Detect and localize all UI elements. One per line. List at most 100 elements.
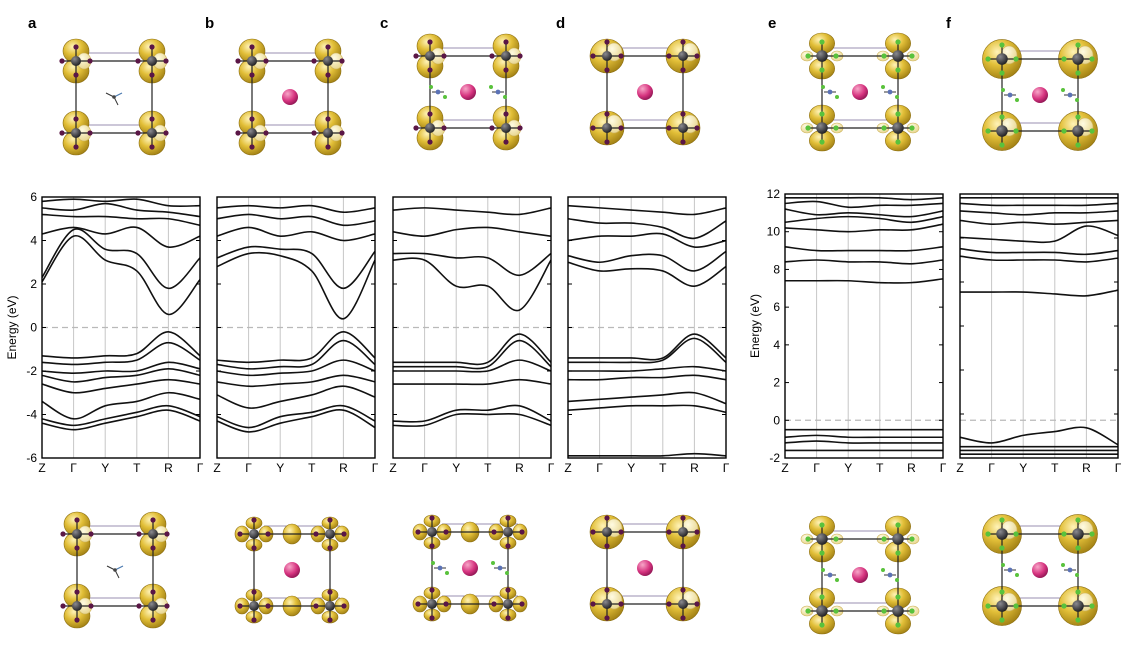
band-line-b-2: [217, 404, 375, 429]
y-tick-label: 2: [773, 376, 780, 390]
kpoint-label: Γ: [245, 461, 252, 475]
y-tick-label: -2: [26, 364, 37, 378]
band-line-a-2: [42, 404, 200, 427]
y-tick-label: 0: [30, 321, 37, 335]
kpoint-label: R: [515, 461, 524, 475]
band-line-a-7: [42, 341, 200, 366]
y-tick-label: 2: [30, 277, 37, 291]
band-line-d-8: [568, 261, 726, 287]
kpoint-label: Y: [452, 461, 460, 475]
kpoint-label: Γ: [372, 461, 379, 475]
band-line-e-12: [785, 196, 943, 201]
band-line-e-6: [785, 259, 943, 265]
orbital-isosurface-top-e: [800, 32, 920, 152]
band-line-b-8: [217, 251, 375, 320]
band-line-e-11: [785, 200, 943, 209]
band-line-d-12: [568, 204, 726, 216]
band-line-c-2: [393, 404, 551, 423]
band-line-d-9: [568, 250, 726, 272]
y-tick-label: 8: [773, 262, 780, 276]
band-line-c-9: [393, 226, 551, 237]
band-line-f-11: [960, 202, 1118, 207]
band-line-d-5: [568, 365, 726, 372]
band-line-f-4: [960, 426, 1118, 446]
kpoint-label: Z: [38, 461, 45, 475]
band-line-a-1: [42, 409, 200, 431]
band-line-b-4: [217, 374, 375, 388]
band-line-f-9: [960, 219, 1118, 225]
kpoint-label: T: [1051, 461, 1059, 475]
orbital-isosurface-top-f: [982, 39, 1098, 151]
kpoint-label: Z: [389, 461, 396, 475]
orbital-isosurface-bottom-f: [982, 514, 1098, 626]
band-line-e-9: [785, 215, 943, 224]
orbital-isosurface-bottom-d: [589, 514, 701, 622]
band-line-a-8: [42, 331, 200, 359]
band-line-a-5: [42, 368, 200, 383]
kpoint-label: R: [164, 461, 173, 475]
band-line-f-10: [960, 210, 1118, 216]
kpoint-label: Y: [1019, 461, 1027, 475]
band-line-e-5: [785, 278, 943, 284]
kpoint-label: Γ: [940, 461, 947, 475]
plot-frame: [784, 193, 944, 459]
band-line-e-8: [785, 223, 943, 233]
band-line-c-1: [393, 412, 551, 427]
band-line-a-12: [42, 213, 200, 227]
band-line-a-6: [42, 361, 200, 374]
band-line-c-6: [393, 333, 551, 366]
band-line-d-3: [568, 391, 726, 405]
band-line-e-10: [785, 208, 943, 218]
panel-letter-b: b: [205, 15, 214, 32]
band-line-e-3: [785, 434, 943, 439]
kpoint-label: Y: [276, 461, 284, 475]
band-line-b-5: [217, 359, 375, 377]
kpoint-label: Γ: [421, 461, 428, 475]
y-tick-label: 10: [767, 225, 781, 239]
band-line-a-4: [42, 378, 200, 394]
band-line-c-5: [393, 339, 551, 370]
kpoint-label: Z: [564, 461, 571, 475]
band-line-f-5: [960, 289, 1118, 297]
kpoint-label: R: [907, 461, 916, 475]
band-line-b-6: [217, 339, 375, 370]
y-tick-label: -2: [769, 451, 780, 465]
orbital-isosurface-bottom-c: [412, 514, 528, 622]
band-line-b-1: [217, 409, 375, 433]
band-line-b-11: [217, 213, 375, 227]
orbital-isosurface-bottom-e: [800, 515, 920, 635]
band-line-d-1: [568, 452, 726, 457]
kpoint-label: Γ: [197, 461, 204, 475]
panel-letter-e: e: [768, 15, 776, 32]
kpoint-label: T: [659, 461, 667, 475]
y-tick-label: 6: [773, 300, 780, 314]
band-line-d-7: [568, 333, 726, 361]
kpoint-label: Γ: [1115, 461, 1122, 475]
band-line-f-8: [960, 225, 1118, 244]
kpoint-label: Y: [844, 461, 852, 475]
band-line-a-10: [42, 228, 200, 290]
band-line-c-10: [393, 207, 551, 216]
kpoint-label: Z: [213, 461, 220, 475]
kpoint-label: R: [339, 461, 348, 475]
plot-frame: [959, 193, 1119, 459]
kpoint-label: T: [876, 461, 884, 475]
band-line-e-2: [785, 440, 943, 444]
orbital-isosurface-bottom-b: [234, 516, 350, 624]
band-line-b-12: [217, 204, 375, 214]
panel-letter-f: f: [946, 15, 952, 32]
band-line-b-10: [217, 226, 375, 242]
panel-letter-d: d: [556, 15, 565, 32]
y-tick-label: 12: [767, 187, 781, 201]
kpoint-label: Z: [781, 461, 788, 475]
y-axis-label: Energy (eV): [5, 295, 19, 359]
band-line-a-3: [42, 391, 200, 420]
band-line-a-13: [42, 202, 200, 218]
band-line-a-9: [42, 235, 200, 316]
band-plot-a: 6 4 2 0 -2 -4 -6 Energy (eV) Z Γ Y T R Γ: [5, 190, 204, 475]
orbital-isosurface-top-a: [59, 38, 169, 156]
